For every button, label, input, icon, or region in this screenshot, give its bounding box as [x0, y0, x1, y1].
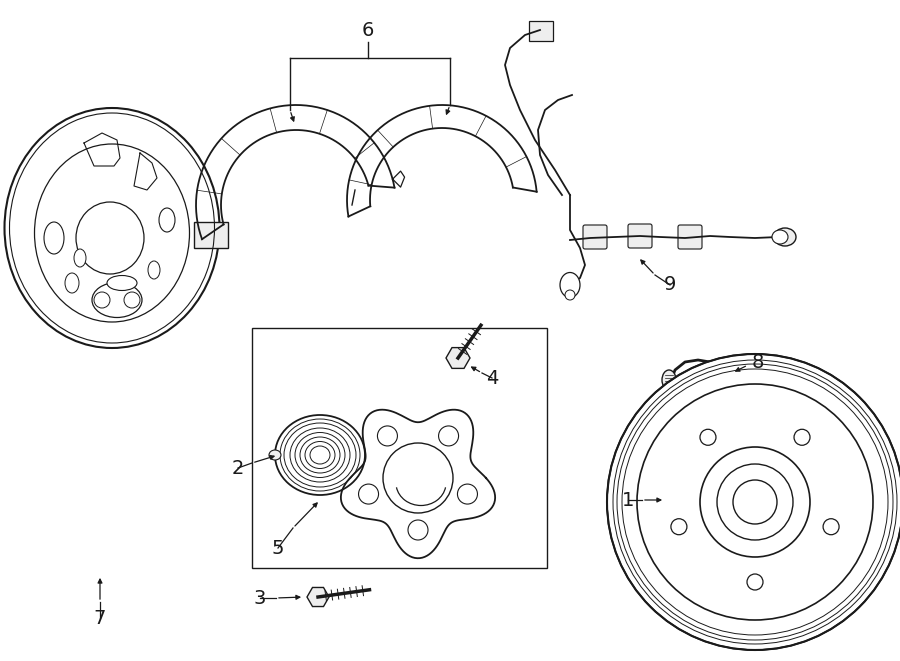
Ellipse shape — [76, 202, 144, 274]
Text: 7: 7 — [94, 609, 106, 627]
Ellipse shape — [305, 442, 335, 469]
Ellipse shape — [269, 450, 281, 460]
Ellipse shape — [44, 222, 64, 254]
Circle shape — [383, 443, 453, 513]
Circle shape — [377, 426, 398, 446]
Circle shape — [94, 292, 110, 308]
Ellipse shape — [148, 261, 160, 279]
Ellipse shape — [662, 370, 676, 390]
Ellipse shape — [74, 249, 86, 267]
Circle shape — [565, 290, 575, 300]
Ellipse shape — [34, 144, 190, 322]
Circle shape — [607, 354, 900, 650]
Text: 6: 6 — [362, 20, 374, 40]
Polygon shape — [341, 410, 495, 559]
Ellipse shape — [560, 272, 580, 297]
Ellipse shape — [310, 446, 330, 464]
Text: 1: 1 — [622, 490, 634, 510]
Text: 5: 5 — [272, 539, 284, 557]
Polygon shape — [307, 588, 329, 607]
Text: 3: 3 — [254, 588, 266, 607]
Ellipse shape — [4, 108, 220, 348]
Circle shape — [747, 574, 763, 590]
Ellipse shape — [284, 423, 356, 487]
Circle shape — [622, 369, 888, 635]
Text: 4: 4 — [486, 368, 499, 387]
Ellipse shape — [772, 230, 788, 244]
Circle shape — [408, 520, 428, 540]
Circle shape — [700, 429, 716, 446]
Ellipse shape — [300, 437, 340, 473]
FancyBboxPatch shape — [583, 225, 607, 249]
Circle shape — [670, 519, 687, 535]
Circle shape — [717, 464, 793, 540]
Ellipse shape — [65, 273, 79, 293]
Circle shape — [358, 484, 379, 504]
FancyBboxPatch shape — [194, 222, 229, 248]
Ellipse shape — [92, 282, 142, 317]
FancyBboxPatch shape — [529, 21, 553, 41]
Text: 2: 2 — [232, 459, 244, 477]
Circle shape — [438, 426, 459, 446]
Circle shape — [613, 360, 897, 644]
Circle shape — [457, 484, 478, 504]
Circle shape — [733, 480, 777, 524]
Ellipse shape — [159, 208, 175, 232]
FancyBboxPatch shape — [628, 224, 652, 248]
Ellipse shape — [295, 432, 345, 477]
Ellipse shape — [721, 366, 735, 386]
Ellipse shape — [107, 276, 137, 290]
Circle shape — [794, 429, 810, 446]
Ellipse shape — [290, 428, 350, 482]
Text: 9: 9 — [664, 276, 676, 295]
Bar — [252, 328, 547, 568]
Circle shape — [700, 447, 810, 557]
Ellipse shape — [774, 228, 796, 246]
Circle shape — [124, 292, 140, 308]
FancyBboxPatch shape — [678, 225, 702, 249]
Text: 8: 8 — [752, 352, 764, 371]
Circle shape — [824, 519, 839, 535]
Polygon shape — [446, 348, 470, 368]
Ellipse shape — [275, 415, 365, 495]
Circle shape — [617, 364, 893, 640]
Circle shape — [637, 384, 873, 620]
Ellipse shape — [280, 419, 360, 491]
